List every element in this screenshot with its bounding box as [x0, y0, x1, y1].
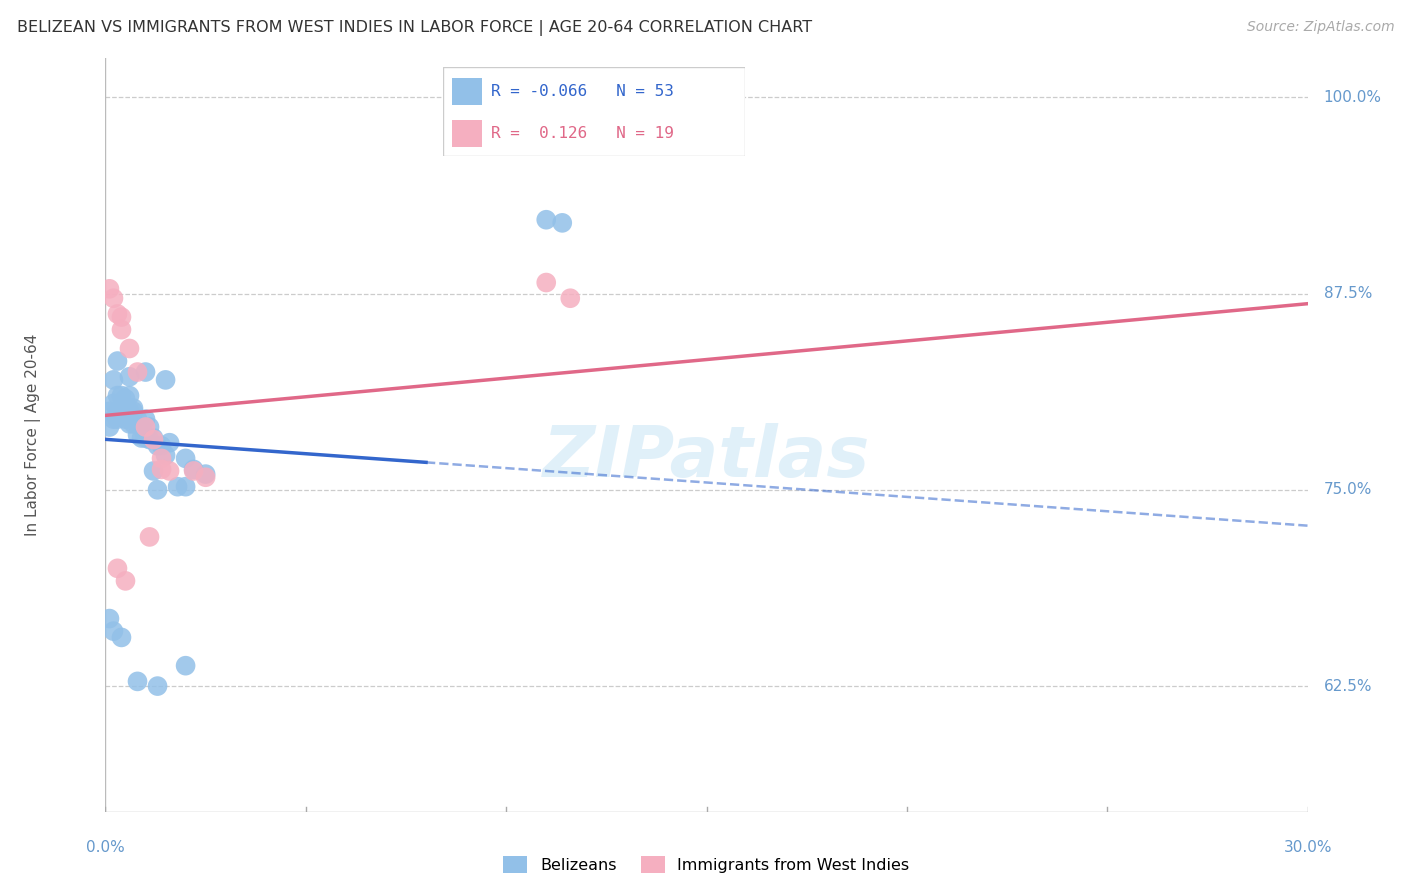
- Point: [150, 451, 173, 466]
- Point: [103, 373, 125, 387]
- Legend: Belizeans, Immigrants from West Indies: Belizeans, Immigrants from West Indies: [498, 850, 915, 880]
- FancyBboxPatch shape: [443, 67, 745, 156]
- Point: [103, 396, 125, 410]
- Point: [159, 435, 181, 450]
- Point: [534, 212, 557, 227]
- Point: [107, 354, 129, 368]
- Point: [107, 388, 129, 402]
- Point: [98, 282, 121, 296]
- Point: [103, 624, 125, 639]
- Point: [174, 480, 197, 494]
- Point: [166, 480, 188, 494]
- Point: [183, 464, 205, 478]
- Point: [114, 392, 136, 406]
- Point: [142, 464, 165, 478]
- Point: [194, 470, 217, 484]
- Point: [103, 291, 125, 305]
- Point: [98, 404, 121, 418]
- Point: [150, 439, 173, 453]
- Point: [110, 404, 132, 418]
- Point: [103, 412, 125, 426]
- Point: [98, 420, 121, 434]
- Point: [174, 658, 197, 673]
- Point: [142, 433, 165, 447]
- Text: 30.0%: 30.0%: [1284, 840, 1331, 855]
- Point: [146, 679, 169, 693]
- Point: [122, 417, 145, 431]
- Point: [127, 427, 149, 442]
- Bar: [451, 120, 482, 147]
- Point: [534, 276, 557, 290]
- Point: [110, 401, 132, 416]
- Text: 62.5%: 62.5%: [1323, 679, 1372, 694]
- Point: [122, 404, 145, 418]
- Point: [560, 291, 582, 305]
- Text: 0.0%: 0.0%: [86, 840, 125, 855]
- Text: R =  0.126   N = 19: R = 0.126 N = 19: [491, 127, 673, 141]
- Point: [174, 451, 197, 466]
- Point: [107, 412, 129, 426]
- Point: [118, 342, 141, 356]
- Point: [110, 388, 132, 402]
- Point: [138, 433, 160, 447]
- Point: [131, 420, 153, 434]
- Point: [127, 365, 149, 379]
- Point: [114, 404, 136, 418]
- Point: [150, 462, 173, 476]
- Point: [131, 431, 153, 445]
- Point: [135, 427, 157, 442]
- Text: R = -0.066   N = 53: R = -0.066 N = 53: [491, 85, 673, 99]
- Point: [155, 373, 177, 387]
- Text: BELIZEAN VS IMMIGRANTS FROM WEST INDIES IN LABOR FORCE | AGE 20-64 CORRELATION C: BELIZEAN VS IMMIGRANTS FROM WEST INDIES …: [17, 20, 813, 36]
- Point: [127, 412, 149, 426]
- Point: [110, 631, 132, 645]
- Point: [110, 323, 132, 337]
- Point: [155, 448, 177, 462]
- Point: [146, 439, 169, 453]
- Text: In Labor Force | Age 20-64: In Labor Force | Age 20-64: [25, 334, 41, 536]
- Point: [114, 412, 136, 426]
- Text: 75.0%: 75.0%: [1323, 483, 1372, 498]
- Bar: [451, 78, 482, 105]
- Point: [194, 467, 217, 482]
- Point: [118, 404, 141, 418]
- Point: [146, 483, 169, 497]
- Point: [159, 464, 181, 478]
- Point: [135, 412, 157, 426]
- Point: [138, 420, 160, 434]
- Point: [138, 530, 160, 544]
- Point: [118, 369, 141, 384]
- Text: Source: ZipAtlas.com: Source: ZipAtlas.com: [1247, 20, 1395, 34]
- Point: [118, 388, 141, 402]
- Point: [142, 431, 165, 445]
- Text: ZIPatlas: ZIPatlas: [543, 423, 870, 492]
- Text: 87.5%: 87.5%: [1323, 286, 1372, 301]
- Point: [135, 431, 157, 445]
- Point: [114, 574, 136, 588]
- Point: [183, 462, 205, 476]
- Point: [110, 310, 132, 324]
- Point: [551, 216, 574, 230]
- Point: [135, 365, 157, 379]
- Point: [107, 561, 129, 575]
- Point: [122, 401, 145, 416]
- Point: [118, 417, 141, 431]
- Point: [107, 404, 129, 418]
- Text: 100.0%: 100.0%: [1323, 90, 1382, 104]
- Point: [127, 674, 149, 689]
- Point: [135, 420, 157, 434]
- Point: [107, 307, 129, 321]
- Point: [98, 611, 121, 625]
